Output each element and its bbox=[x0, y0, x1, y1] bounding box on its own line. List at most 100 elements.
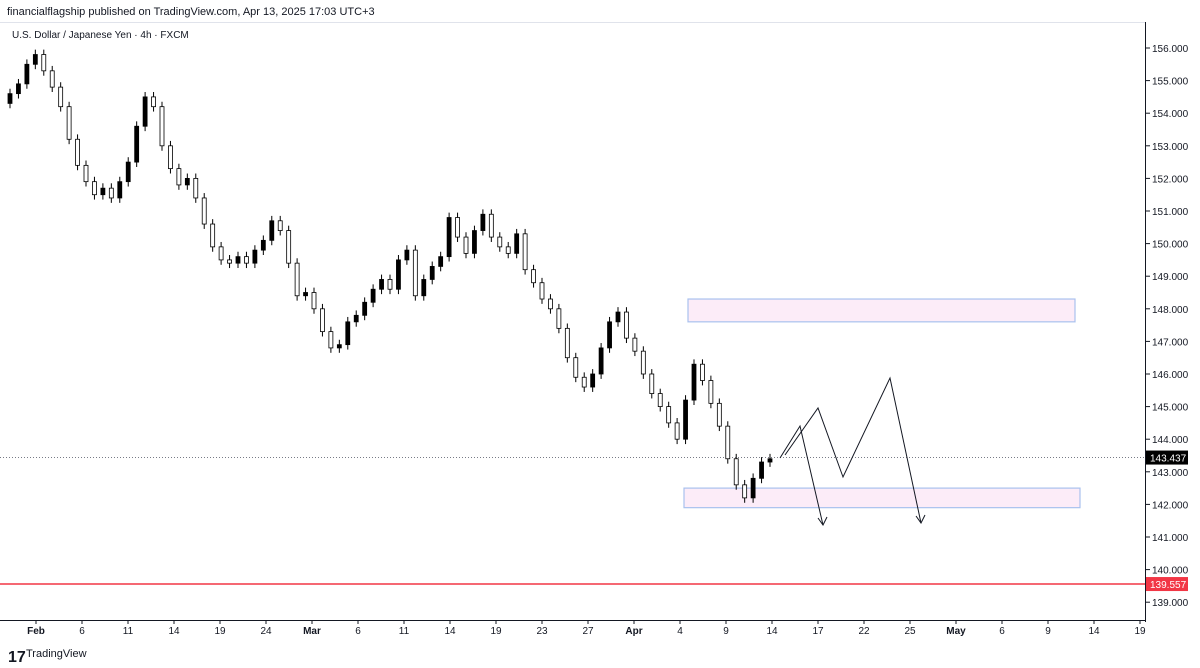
x-tick-label: 11 bbox=[399, 626, 410, 637]
candle-body bbox=[396, 259, 401, 290]
candle-body bbox=[615, 311, 621, 323]
candle-body bbox=[66, 106, 72, 140]
candle-body bbox=[252, 249, 258, 264]
x-tick-label: 14 bbox=[168, 626, 180, 637]
candle-body bbox=[92, 181, 97, 196]
candle-body bbox=[556, 308, 562, 329]
support-price-label: 139.557 bbox=[1150, 580, 1187, 591]
candle-body bbox=[733, 458, 739, 486]
candle-body bbox=[404, 249, 410, 261]
symbol-title: U.S. Dollar / Japanese Yen · 4h · FXCM bbox=[12, 30, 189, 41]
candle-body bbox=[379, 279, 384, 290]
y-tick-label: 147.000 bbox=[1152, 337, 1189, 348]
current-price-badge bbox=[1146, 450, 1188, 465]
x-tick-label: 17 bbox=[812, 626, 824, 637]
candle-body bbox=[58, 86, 64, 108]
projection-path bbox=[779, 424, 824, 526]
projection-arrowhead bbox=[817, 516, 828, 526]
chart-area[interactable] bbox=[0, 22, 1145, 623]
y-tick-label: 142.000 bbox=[1152, 500, 1189, 511]
candle-body bbox=[286, 230, 292, 264]
y-tick-label: 155.000 bbox=[1152, 77, 1189, 88]
candle-body bbox=[75, 138, 80, 166]
candle-body bbox=[142, 96, 148, 127]
candle-body bbox=[303, 292, 308, 297]
candle-body bbox=[480, 213, 486, 231]
support-price-badge bbox=[1146, 577, 1188, 592]
candle-body bbox=[277, 220, 283, 231]
x-tick-label: 6 bbox=[355, 626, 361, 637]
candle-body bbox=[488, 213, 494, 238]
candle-body bbox=[463, 236, 469, 254]
candle-body bbox=[353, 314, 359, 323]
y-tick-label: 152.000 bbox=[1152, 174, 1189, 185]
footer bbox=[0, 644, 1200, 668]
candle-body bbox=[716, 402, 722, 427]
time-axis[interactable] bbox=[0, 620, 1145, 641]
candle-body bbox=[640, 350, 646, 375]
candle-body bbox=[446, 217, 452, 258]
y-tick-label: 149.000 bbox=[1152, 272, 1189, 283]
x-tick-label: 27 bbox=[582, 626, 594, 637]
x-tick-label: 22 bbox=[858, 626, 870, 637]
x-tick-label: 6 bbox=[999, 626, 1005, 637]
candle-body bbox=[607, 321, 612, 349]
candle-body bbox=[24, 63, 30, 85]
x-tick-label: 9 bbox=[723, 626, 729, 637]
x-tick-label: May bbox=[946, 626, 966, 637]
price-axis[interactable] bbox=[1145, 22, 1200, 622]
candle-body bbox=[387, 279, 393, 290]
candle-body bbox=[235, 256, 241, 264]
candle-body bbox=[674, 422, 680, 440]
candle-body bbox=[218, 246, 224, 261]
x-tick-label: Feb bbox=[27, 626, 45, 637]
x-tick-label: 23 bbox=[536, 626, 548, 637]
candle-body bbox=[49, 70, 55, 88]
candle-body bbox=[320, 308, 325, 333]
projection-path bbox=[784, 376, 922, 524]
y-tick-label: 141.000 bbox=[1152, 533, 1189, 544]
candle-body bbox=[201, 197, 207, 225]
candle-body bbox=[429, 266, 435, 280]
publish-header: financialflagship published on TradingVi… bbox=[0, 0, 1200, 22]
x-tick-label: 19 bbox=[490, 626, 502, 637]
x-tick-label: 4 bbox=[677, 626, 683, 637]
y-tick-label: 140.000 bbox=[1152, 566, 1189, 577]
y-tick-label: 146.000 bbox=[1152, 370, 1189, 381]
y-tick-label: 151.000 bbox=[1152, 207, 1189, 218]
candle-body bbox=[421, 279, 427, 297]
candle-body bbox=[598, 347, 604, 375]
candle-body bbox=[683, 399, 688, 440]
candle-body bbox=[548, 298, 553, 310]
x-tick-label: 11 bbox=[123, 626, 134, 637]
support-zone bbox=[683, 487, 1081, 509]
candle-body bbox=[159, 106, 165, 147]
candle-body bbox=[590, 373, 596, 388]
candle-body bbox=[700, 363, 705, 381]
candle-body bbox=[750, 477, 756, 499]
x-tick-label: 19 bbox=[214, 626, 226, 637]
candle-body bbox=[227, 259, 232, 264]
y-tick-label: 148.000 bbox=[1152, 305, 1189, 316]
x-tick-label: 24 bbox=[260, 626, 272, 637]
candle-body bbox=[32, 54, 38, 65]
candle-body bbox=[573, 357, 579, 378]
candle-body bbox=[269, 220, 275, 241]
candle-body bbox=[666, 406, 672, 424]
candle-body bbox=[41, 54, 47, 72]
current-price-label: 143.437 bbox=[1150, 454, 1187, 465]
candle-body bbox=[624, 311, 629, 339]
candle-body bbox=[311, 292, 317, 310]
x-tick-label: Mar bbox=[303, 626, 321, 637]
y-tick-label: 139.000 bbox=[1152, 598, 1189, 609]
candle-body bbox=[125, 161, 131, 183]
y-tick-label: 144.000 bbox=[1152, 435, 1189, 446]
candle-body bbox=[649, 373, 655, 394]
x-tick-label: 14 bbox=[766, 626, 778, 637]
candle-body bbox=[691, 363, 697, 401]
y-tick-label: 145.000 bbox=[1152, 403, 1189, 414]
tradingview-logo-icon: 17 bbox=[8, 649, 26, 666]
candle-body bbox=[708, 380, 714, 404]
candle-body bbox=[7, 93, 13, 104]
